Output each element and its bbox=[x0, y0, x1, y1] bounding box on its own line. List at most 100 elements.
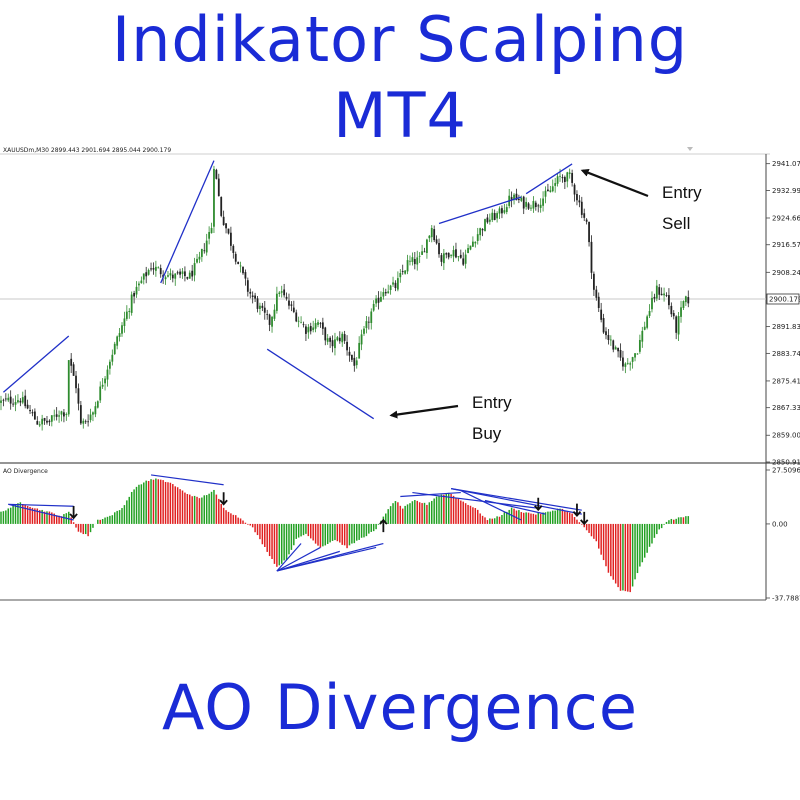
candle-body bbox=[561, 177, 564, 179]
candle-body bbox=[612, 340, 615, 350]
candle-body bbox=[457, 256, 460, 258]
candle-body bbox=[452, 250, 455, 257]
candle-body bbox=[358, 342, 361, 359]
candle-body bbox=[382, 292, 385, 297]
candle-body bbox=[394, 282, 397, 289]
candle-body bbox=[147, 270, 150, 275]
candle-body bbox=[401, 271, 404, 273]
ao-axis-ticks: 27.5096 0.00 -37.7887 bbox=[766, 467, 800, 603]
candle-body bbox=[312, 327, 315, 331]
ao-divergence-line bbox=[460, 490, 522, 521]
ao-divergence-lines bbox=[8, 474, 582, 572]
candle-body bbox=[375, 298, 377, 304]
candle-body bbox=[152, 267, 155, 270]
candle-body bbox=[571, 173, 574, 183]
candle-body bbox=[486, 217, 489, 223]
candle-body bbox=[435, 239, 438, 244]
annotation-line-1: Entry bbox=[662, 183, 702, 202]
candle-body bbox=[607, 335, 610, 341]
candle-body bbox=[295, 312, 298, 322]
candle-body bbox=[154, 266, 157, 271]
candle-body bbox=[416, 257, 419, 265]
candle-body bbox=[111, 354, 114, 362]
price-divergence-line bbox=[266, 348, 375, 420]
candle-body bbox=[157, 267, 160, 269]
candle-body bbox=[150, 268, 152, 270]
candle-body bbox=[36, 421, 39, 425]
candle-body bbox=[418, 255, 421, 257]
candle-body bbox=[668, 295, 670, 306]
candle-body bbox=[208, 232, 211, 239]
candle-body bbox=[554, 183, 557, 186]
candle-body bbox=[522, 196, 525, 209]
candle-body bbox=[33, 411, 36, 420]
candle-body bbox=[447, 252, 450, 258]
candle-body bbox=[251, 295, 254, 298]
candle-body bbox=[145, 272, 148, 277]
candle-body bbox=[481, 228, 484, 231]
candle-body bbox=[184, 271, 186, 277]
candle-body bbox=[217, 178, 220, 197]
candle-body bbox=[21, 397, 24, 403]
candle-body bbox=[505, 207, 508, 212]
candle-body bbox=[551, 186, 554, 192]
candle-body bbox=[50, 415, 53, 422]
candle-body bbox=[462, 258, 465, 265]
candle-body bbox=[317, 322, 319, 325]
candle-body bbox=[411, 257, 414, 262]
candle-body bbox=[288, 300, 290, 306]
candle-body bbox=[89, 414, 92, 421]
candle-body bbox=[510, 197, 513, 201]
candle-body bbox=[438, 242, 440, 255]
candle-body bbox=[203, 250, 206, 252]
candle-body bbox=[467, 248, 469, 254]
symbol-header: XAUUSDm,M30 2899.443 2901.694 2895.044 2… bbox=[3, 147, 171, 154]
candle-body bbox=[370, 311, 373, 323]
arrow-up-icon bbox=[379, 518, 388, 533]
candle-body bbox=[67, 360, 70, 415]
candle-body bbox=[675, 316, 678, 333]
candle-body bbox=[266, 314, 269, 316]
candle-body bbox=[472, 241, 474, 247]
candle-body bbox=[249, 291, 252, 294]
candle-body bbox=[75, 375, 77, 389]
candle-body bbox=[421, 251, 423, 255]
arrow-down-icon bbox=[534, 497, 543, 512]
candle-body bbox=[94, 406, 97, 415]
candle-body bbox=[43, 418, 46, 421]
candle-body bbox=[2, 399, 5, 401]
candle-body bbox=[498, 208, 501, 214]
annotation-arrow-icon bbox=[389, 404, 459, 419]
indicator-name: AO Divergence bbox=[3, 468, 48, 475]
candle-body bbox=[125, 311, 128, 319]
candle-body bbox=[99, 386, 102, 401]
candle-body bbox=[338, 337, 341, 342]
candle-body bbox=[426, 239, 428, 253]
candle-body bbox=[539, 204, 542, 208]
candle-body bbox=[641, 330, 644, 342]
candle-body bbox=[254, 295, 256, 299]
candle-body bbox=[619, 349, 622, 358]
candle-body bbox=[191, 270, 194, 277]
candle-body bbox=[593, 273, 595, 290]
candle-body bbox=[580, 201, 583, 215]
candle-body bbox=[459, 254, 462, 258]
candle-body bbox=[629, 363, 632, 365]
candle-body bbox=[198, 256, 201, 260]
candle-body bbox=[474, 241, 477, 244]
candle-body bbox=[58, 415, 60, 417]
candle-body bbox=[324, 327, 327, 341]
candle-body bbox=[283, 289, 286, 296]
candle-body bbox=[600, 309, 603, 320]
price-divergence-line bbox=[160, 160, 215, 284]
candle-body bbox=[520, 197, 523, 201]
candle-body bbox=[77, 388, 80, 404]
ao-divergence-line bbox=[150, 474, 224, 486]
price-tick-label: 2867.330 bbox=[772, 404, 800, 412]
candle-body bbox=[55, 414, 58, 417]
candle-body bbox=[7, 397, 10, 401]
candle-body bbox=[142, 273, 145, 280]
price-divergence-line bbox=[438, 196, 522, 225]
candle-body bbox=[479, 228, 482, 236]
candle-body bbox=[261, 305, 264, 308]
